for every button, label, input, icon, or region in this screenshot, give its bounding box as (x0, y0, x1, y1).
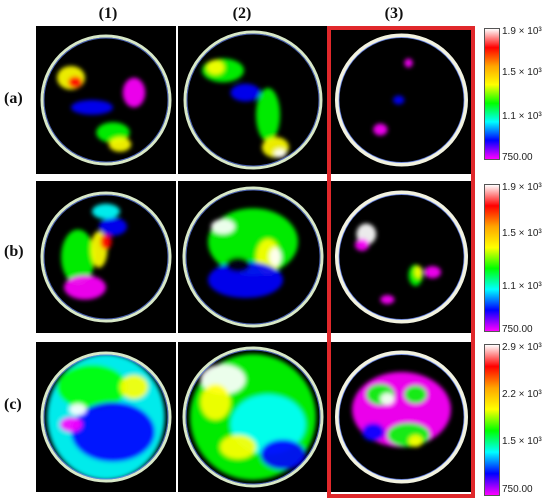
image-panel-r1-c1 (36, 26, 176, 174)
colorbar-a (484, 28, 500, 160)
colorbar-c-mid2: 1.5 × 10³ (502, 436, 542, 447)
colorbar-b-mid2: 1.1 × 10³ (502, 281, 542, 292)
dish-rim (40, 351, 172, 483)
colorbar-a-mid2: 1.1 × 10³ (502, 111, 542, 122)
colorbar-c-gradient (484, 344, 500, 496)
dish-rim (40, 34, 172, 166)
image-panel-r3-c3 (331, 342, 472, 492)
dish-rim (183, 30, 323, 170)
dish-rim (182, 346, 324, 488)
dish-rim (335, 33, 468, 167)
image-panel-r1-c3 (331, 26, 472, 174)
column-label-1: (1) (98, 5, 118, 22)
petri-dish-heatmap (40, 34, 172, 166)
colorbar-b-max: 1.9 × 10³ (502, 182, 542, 193)
colorbar-c (484, 344, 500, 496)
image-panel-r1-c2 (178, 26, 328, 174)
colorbar-b-gradient (484, 184, 500, 332)
petri-dish-heatmap (40, 191, 172, 323)
column-3-highlight-frame (327, 26, 475, 498)
petri-dish-heatmap (183, 30, 323, 170)
petri-dish-heatmap (182, 346, 324, 488)
colorbar-a-gradient (484, 28, 500, 160)
row-label-c: (c) (4, 396, 22, 413)
image-panel-r2-c3 (331, 181, 472, 333)
petri-dish-heatmap (182, 186, 324, 328)
colorbar-b-mid1: 1.5 × 10³ (502, 228, 542, 239)
column-label-3: (3) (384, 5, 404, 22)
colorbar-c-min: 750.00 (502, 484, 533, 495)
column-label-2: (2) (232, 5, 252, 22)
petri-dish-heatmap (335, 190, 468, 324)
colorbar-c-mid1: 2.2 × 10³ (502, 389, 542, 400)
petri-dish-heatmap (335, 33, 468, 167)
image-panel-r2-c1 (36, 181, 176, 333)
row-label-b: (b) (4, 243, 24, 260)
dish-rim (335, 350, 468, 484)
dish-rim (335, 190, 468, 324)
image-panel-r2-c2 (178, 181, 328, 333)
image-panel-r3-c1 (36, 342, 176, 492)
colorbar-a-mid1: 1.5 × 10³ (502, 67, 542, 78)
row-label-a: (a) (4, 90, 23, 107)
petri-dish-heatmap (40, 351, 172, 483)
colorbar-a-min: 750.00 (502, 152, 533, 163)
dish-rim (40, 191, 172, 323)
colorbar-b-min: 750.00 (502, 324, 533, 335)
colorbar-a-max: 1.9 × 10³ (502, 26, 542, 37)
petri-dish-heatmap (335, 350, 468, 484)
dish-rim (182, 186, 324, 328)
colorbar-b (484, 184, 500, 332)
image-panel-r3-c2 (178, 342, 328, 492)
colorbar-c-max: 2.9 × 10³ (502, 342, 542, 353)
